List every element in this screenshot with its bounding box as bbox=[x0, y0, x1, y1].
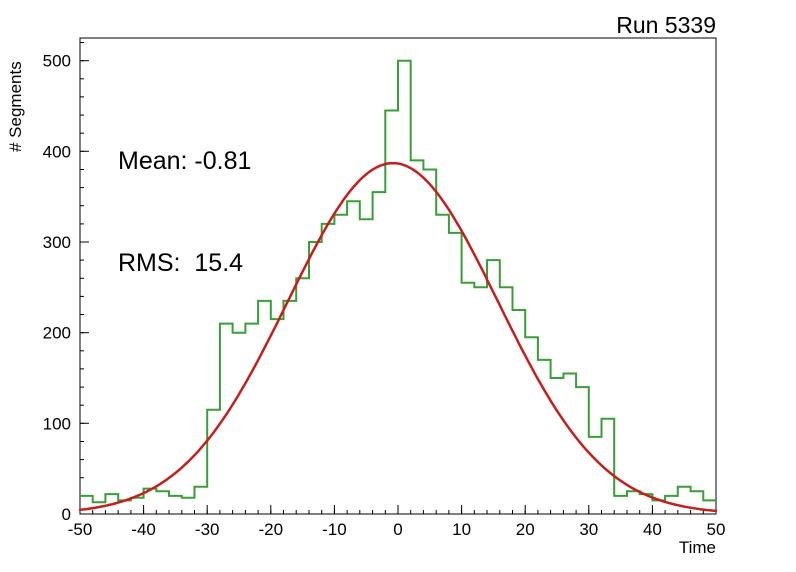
x-axis-title: Time bbox=[678, 538, 716, 557]
y-axis-title: # Segments bbox=[6, 61, 25, 152]
stats-box: Mean: -0.81 RMS: 15.4 bbox=[118, 76, 251, 348]
x-tick-label: -20 bbox=[259, 520, 284, 539]
x-tick-label: 50 bbox=[707, 520, 726, 539]
y-tick-label: 200 bbox=[43, 324, 71, 343]
y-tick-label: 300 bbox=[43, 233, 71, 252]
x-tick-label: -10 bbox=[322, 520, 347, 539]
histogram-line bbox=[80, 59, 716, 504]
x-tick-label: -30 bbox=[195, 520, 220, 539]
y-tick-label: 100 bbox=[43, 414, 71, 433]
fit-curve bbox=[78, 161, 718, 513]
x-tick-label: -50 bbox=[68, 520, 93, 539]
x-tick-label: 40 bbox=[643, 520, 662, 539]
x-tick-label: -40 bbox=[131, 520, 156, 539]
stat-mean: Mean: -0.81 bbox=[118, 147, 252, 175]
x-tick-label: 30 bbox=[579, 520, 598, 539]
stat-rms: RMS: 15.4 bbox=[118, 249, 244, 277]
y-tick-label: 400 bbox=[43, 142, 71, 161]
plot-title: Run 5339 bbox=[616, 12, 716, 38]
x-tick-label: 20 bbox=[516, 520, 535, 539]
y-tick-label: 500 bbox=[43, 52, 71, 71]
x-tick-label: 0 bbox=[393, 520, 402, 539]
y-tick-label: 0 bbox=[62, 505, 71, 524]
x-tick-label: 10 bbox=[452, 520, 471, 539]
